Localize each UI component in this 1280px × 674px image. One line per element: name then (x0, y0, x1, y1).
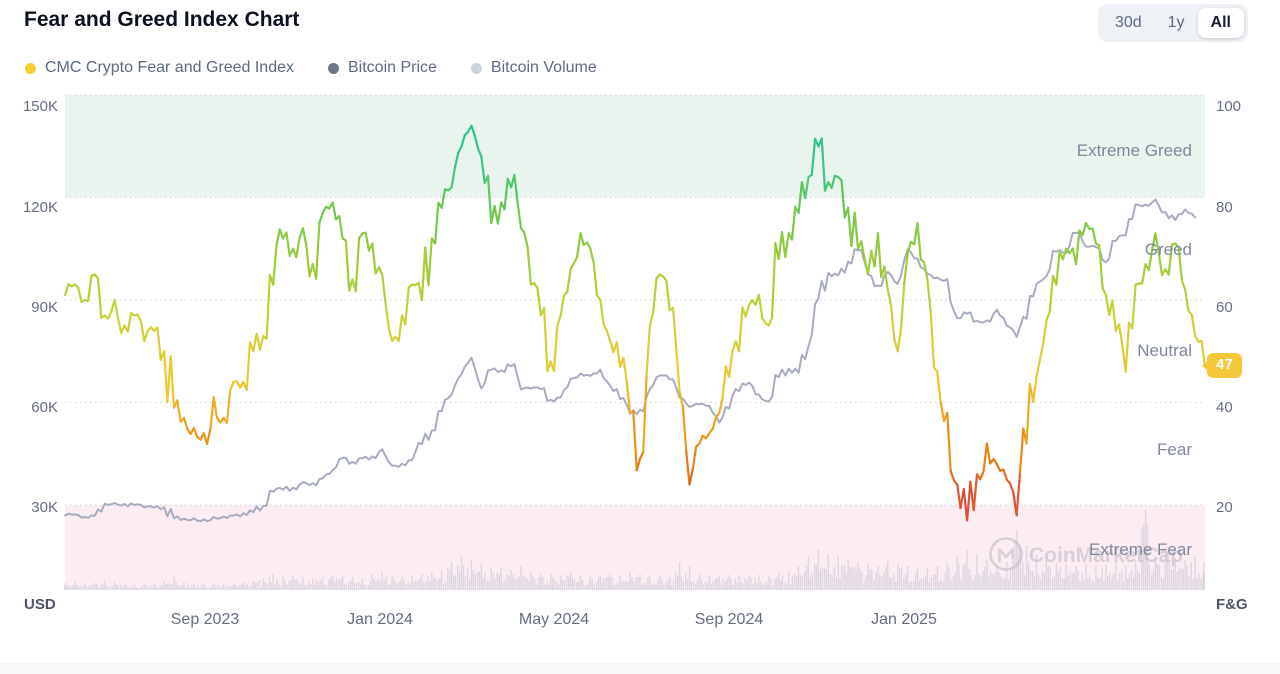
zone-label-neutral: Neutral (1137, 341, 1192, 360)
x-tick-sep-2023: Sep 2023 (170, 611, 240, 628)
next-section-edge (0, 663, 1280, 674)
zone-label-greed: Greed (1144, 240, 1192, 259)
fear-greed-line (63, 124, 1207, 522)
range-selector: 30d 1y All (1097, 4, 1248, 42)
range-button-1y[interactable]: 1y (1155, 8, 1198, 38)
legend-item-bitcoin-price[interactable]: Bitcoin Price (328, 59, 437, 77)
coinmarketcap-logo-icon (989, 537, 1023, 571)
zone-label-extreme-fear: Extreme Fear (1089, 540, 1192, 559)
x-tick-sep-2024: Sep 2024 (694, 611, 764, 628)
coinmarketcap-logo-m (998, 548, 1014, 563)
left-axis-tick-30k: 30K (31, 499, 58, 516)
legend-dot-icon (25, 62, 36, 74)
right-axis-tick-40: 40 (1216, 399, 1233, 416)
legend-label: Bitcoin Volume (490, 59, 597, 76)
legend-label: Bitcoin Price (348, 59, 437, 76)
zone-label-extreme-greed: Extreme Greed (1076, 141, 1192, 160)
right-axis-tick-60: 60 (1216, 299, 1233, 316)
page-title: Fear and Greed Index Chart (24, 8, 300, 31)
x-tick-jan-2024: Jan 2024 (347, 611, 413, 628)
right-axis-tick-100: 100 (1216, 98, 1242, 115)
left-axis-tick-60k: 60K (31, 399, 58, 416)
x-tick-may-2024: May 2024 (518, 611, 590, 628)
coinmarketcap-watermark: CoinMarketCap (989, 537, 1183, 571)
left-axis-name: USD (24, 596, 56, 613)
legend-item-fear-greed-index[interactable]: CMC Crypto Fear and Greed Index (25, 59, 294, 77)
range-button-30d[interactable]: 30d (1102, 8, 1155, 38)
legend-dot-icon (470, 62, 482, 74)
range-button-all[interactable]: All (1197, 8, 1244, 38)
legend-item-bitcoin-volume[interactable]: Bitcoin Volume (470, 59, 597, 77)
right-axis-tick-20: 20 (1216, 499, 1233, 516)
chart-legend: CMC Crypto Fear and Greed Index Bitcoin … (25, 59, 597, 77)
legend-dot-icon (328, 62, 339, 74)
left-axis-tick-150k: 150K (22, 98, 58, 115)
left-axis-tick-120k: 120K (22, 199, 58, 216)
legend-label: CMC Crypto Fear and Greed Index (45, 59, 294, 76)
zone-label-fear: Fear (1157, 440, 1192, 459)
right-axis-tick-80: 80 (1216, 199, 1233, 216)
watermark-text: CoinMarketCap (1029, 544, 1183, 567)
right-axis-name: F&G (1216, 596, 1248, 613)
current-value-badge: 47 (1202, 353, 1242, 378)
x-tick-jan-2025: Jan 2025 (871, 611, 937, 628)
left-axis-tick-90k: 90K (31, 299, 58, 316)
bitcoin-volume-bars (64, 510, 1205, 590)
